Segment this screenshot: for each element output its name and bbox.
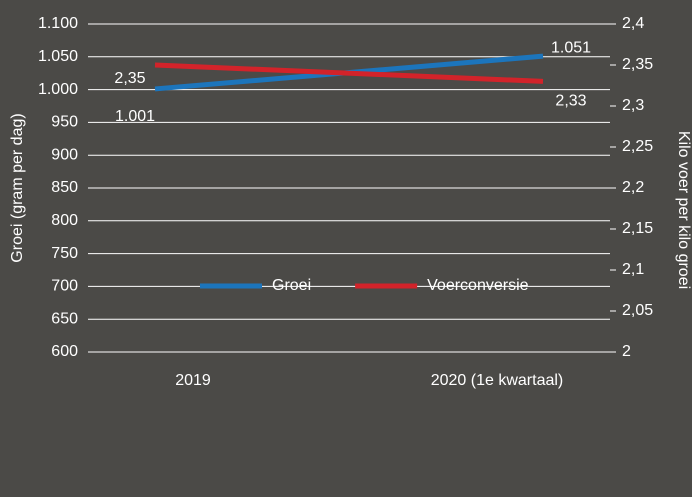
y2-axis-label: Kilo voer per kilo groei — [675, 131, 692, 289]
y2-tick-label: 2,3 — [622, 97, 644, 114]
y-tick-label: 700 — [51, 278, 78, 295]
y2-tick-label: 2,1 — [622, 261, 644, 278]
y-tick-label: 1.000 — [38, 81, 78, 98]
series-line — [154, 62, 544, 84]
y2-tick-label: 2,35 — [622, 56, 653, 73]
data-label: 2,35 — [114, 70, 145, 87]
data-label: 1.051 — [551, 39, 591, 56]
data-label: 1.001 — [115, 108, 155, 125]
x-tick-label: 2020 (1e kwartaal) — [431, 372, 564, 389]
y-tick-label: 650 — [51, 310, 78, 327]
data-label: 2,33 — [555, 93, 586, 110]
y-tick-label: 1.050 — [38, 48, 78, 65]
y-tick-label: 800 — [51, 212, 78, 229]
y2-tick-label: 2,25 — [622, 138, 653, 155]
legend-label: Voerconversie — [427, 277, 528, 294]
y-tick-label: 900 — [51, 146, 78, 163]
y-tick-label: 1.100 — [38, 15, 78, 32]
legend-label: Groei — [272, 277, 311, 294]
y-axis-label: Groei (gram per dag) — [9, 113, 26, 262]
y-tick-label: 750 — [51, 245, 78, 262]
x-tick-label: 2019 — [175, 372, 211, 389]
y2-tick-label: 2,05 — [622, 302, 653, 319]
y-tick-label: 600 — [51, 343, 78, 360]
y2-tick-label: 2,15 — [622, 220, 653, 237]
y-tick-label: 950 — [51, 114, 78, 131]
y2-tick-label: 2,2 — [622, 179, 644, 196]
y2-tick-label: 2,4 — [622, 15, 644, 32]
y-tick-label: 850 — [51, 179, 78, 196]
y2-tick-label: 2 — [622, 343, 631, 360]
